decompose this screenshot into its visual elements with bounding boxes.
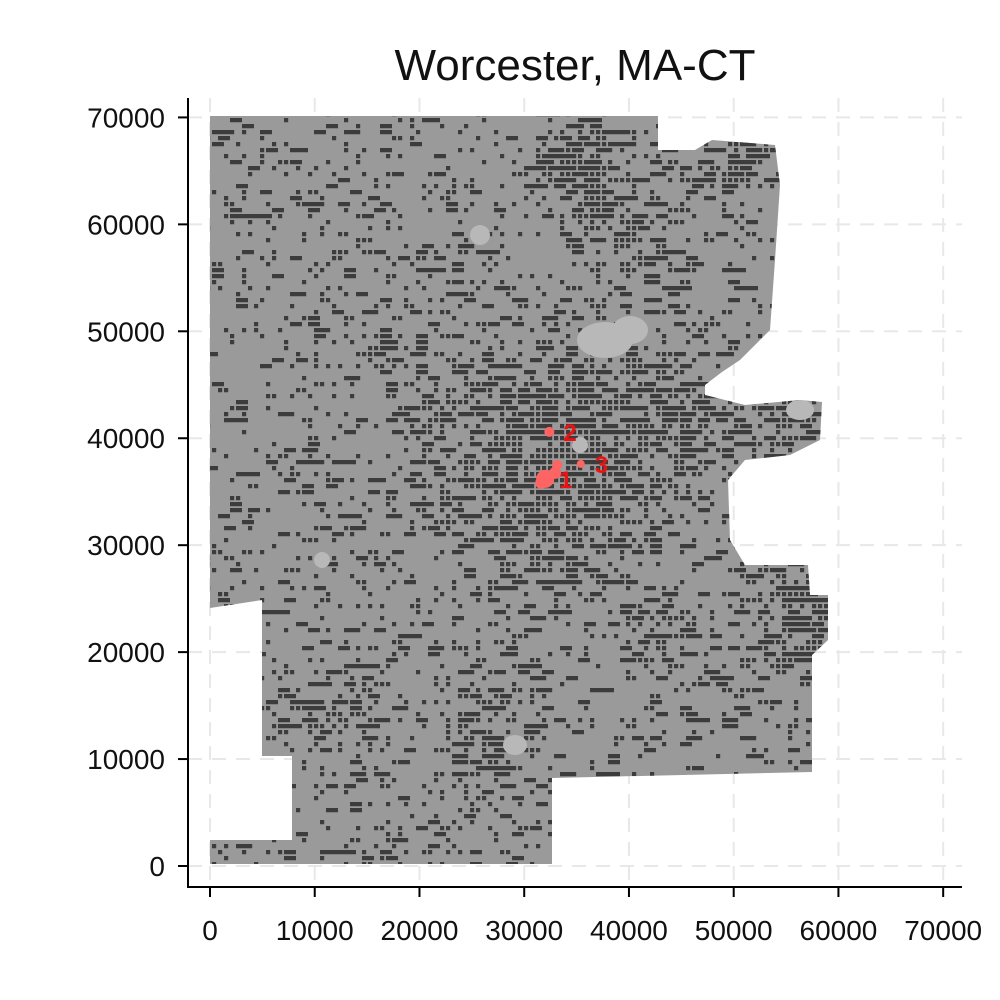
light-patch <box>786 400 814 420</box>
cluster-label-3: 3 <box>595 452 608 479</box>
y-tick-label: 50000 <box>87 316 165 347</box>
developed-land-cells <box>210 116 828 864</box>
cluster-marker-1 <box>535 476 548 489</box>
y-tick-label: 30000 <box>87 530 165 561</box>
x-tick-label: 70000 <box>904 915 982 946</box>
x-tick-label: 60000 <box>800 915 878 946</box>
cluster-marker-2 <box>544 426 555 437</box>
cluster-marker-3 <box>576 459 585 468</box>
light-patch <box>470 225 490 245</box>
x-tick-label: 40000 <box>590 915 668 946</box>
y-tick-label: 60000 <box>87 209 165 240</box>
y-tick-label: 10000 <box>87 744 165 775</box>
chart-title: Worcester, MA-CT <box>394 41 755 90</box>
x-tick-label: 0 <box>202 915 218 946</box>
worcester-region-map <box>210 116 828 864</box>
clusters: 1 23 <box>535 420 608 494</box>
y-tick-label: 40000 <box>87 423 165 454</box>
y-tick-label: 20000 <box>87 637 165 668</box>
light-patch <box>612 316 648 344</box>
x-tick-label: 10000 <box>276 915 354 946</box>
x-tick-label: 20000 <box>381 915 459 946</box>
cluster-marker-1 <box>549 466 562 479</box>
axes: 0 10000 20000 30000 40000 50000 60000 70000 0 100… <box>87 98 982 946</box>
cluster-marker-1 <box>552 459 563 470</box>
x-tick-label: 50000 <box>695 915 773 946</box>
x-tick-label: 30000 <box>485 915 563 946</box>
y-tick-label: 70000 <box>87 102 165 133</box>
light-patch <box>503 735 527 755</box>
cluster-label-1: 1 <box>559 467 572 494</box>
light-patch <box>314 552 330 568</box>
cluster-label-2: 2 <box>563 420 576 447</box>
light-patch <box>572 437 588 453</box>
y-tick-label: 0 <box>149 851 165 882</box>
land-cover-texture <box>210 116 828 864</box>
